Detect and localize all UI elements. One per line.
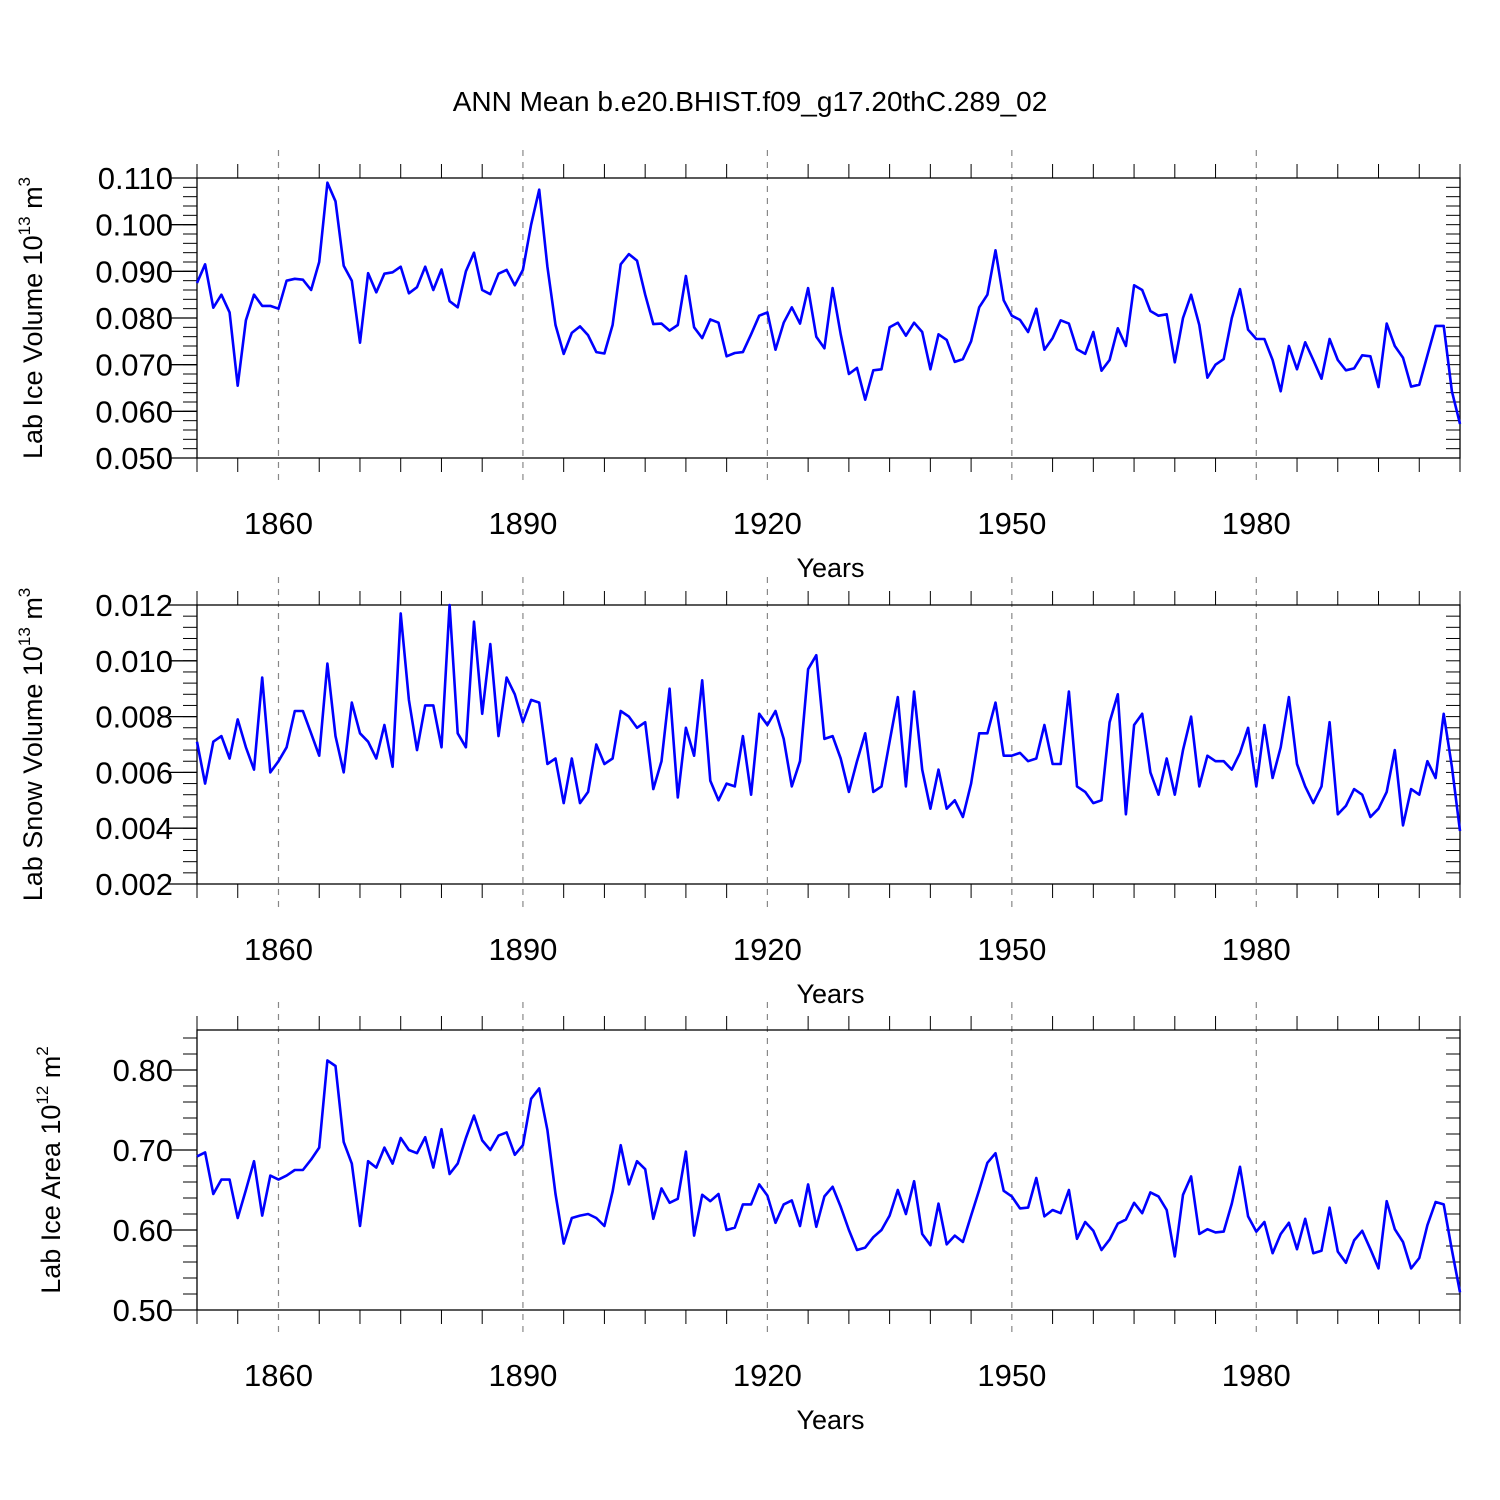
y-tick-label: 0.090 xyxy=(95,254,173,289)
y-tick-label: 0.70 xyxy=(113,1133,173,1168)
x-tick-label: 1920 xyxy=(733,1358,802,1393)
panel-snow-volume: 0.002 0.004 0.006 0.008 0.010 0.012 1860 1890 19… xyxy=(15,577,1462,1009)
y-axis-title: Lab Snow Volume 1013 m3 xyxy=(15,588,48,902)
y-tick-label: 0.006 xyxy=(95,755,173,790)
panel-ice-area: 0.50 0.60 0.70 0.80 1860 1890 1920 1950 1980 Year… xyxy=(33,1002,1462,1435)
x-axis-title: Years xyxy=(796,553,864,583)
y-tick-label: 0.004 xyxy=(95,811,173,846)
y-tick-label: 0.60 xyxy=(113,1213,173,1248)
y-tick-label: 0.110 xyxy=(98,161,173,196)
x-tick-label: 1890 xyxy=(488,1358,557,1393)
x-tick-label: 1950 xyxy=(977,506,1046,541)
x-axis-title: Years xyxy=(796,1405,864,1435)
x-tick-label: 1950 xyxy=(977,1358,1046,1393)
y-tick-label: 0.012 xyxy=(95,588,173,623)
y-tick-label: 0.80 xyxy=(113,1053,173,1088)
y-tick-label: 0.002 xyxy=(95,867,173,902)
x-tick-label: 1860 xyxy=(244,506,313,541)
y-tick-label: 0.070 xyxy=(95,348,173,383)
x-tick-label: 1860 xyxy=(244,932,313,967)
series-line xyxy=(196,1059,1462,1293)
plot-frame xyxy=(196,1029,1461,1311)
x-tick-label: 1980 xyxy=(1222,1358,1291,1393)
y-tick-label: 0.080 xyxy=(95,301,173,336)
x-axis-title: Years xyxy=(796,979,864,1009)
y-axis-title: Lab Ice Area 1012 m2 xyxy=(33,1046,66,1294)
y-tick-label: 0.008 xyxy=(95,700,173,735)
panel-ice-volume: 0.050 0.060 0.070 0.080 0.090 0.100 0.110 1860 1… xyxy=(15,150,1462,583)
x-tick-label: 1980 xyxy=(1222,506,1291,541)
y-tick-label: 0.50 xyxy=(113,1293,173,1328)
x-tick-label: 1890 xyxy=(488,506,557,541)
x-tick-label: 1950 xyxy=(977,932,1046,967)
y-tick-label: 0.100 xyxy=(95,208,173,243)
y-tick-label: 0.010 xyxy=(95,644,173,679)
x-tick-label: 1920 xyxy=(733,932,802,967)
x-tick-label: 1890 xyxy=(488,932,557,967)
y-tick-label: 0.050 xyxy=(95,441,173,476)
x-tick-label: 1920 xyxy=(733,506,802,541)
series-line xyxy=(195,603,1462,832)
y-axis-title: Lab Ice Volume 1013 m3 xyxy=(15,177,48,459)
x-tick-label: 1980 xyxy=(1222,932,1291,967)
plot-frame xyxy=(196,604,1461,885)
series-line xyxy=(195,181,1462,425)
chart-title: ANN Mean b.e20.BHIST.f09_g17.20thC.289_0… xyxy=(452,86,1048,117)
x-tick-label: 1860 xyxy=(244,1358,313,1393)
y-tick-label: 0.060 xyxy=(95,394,173,429)
